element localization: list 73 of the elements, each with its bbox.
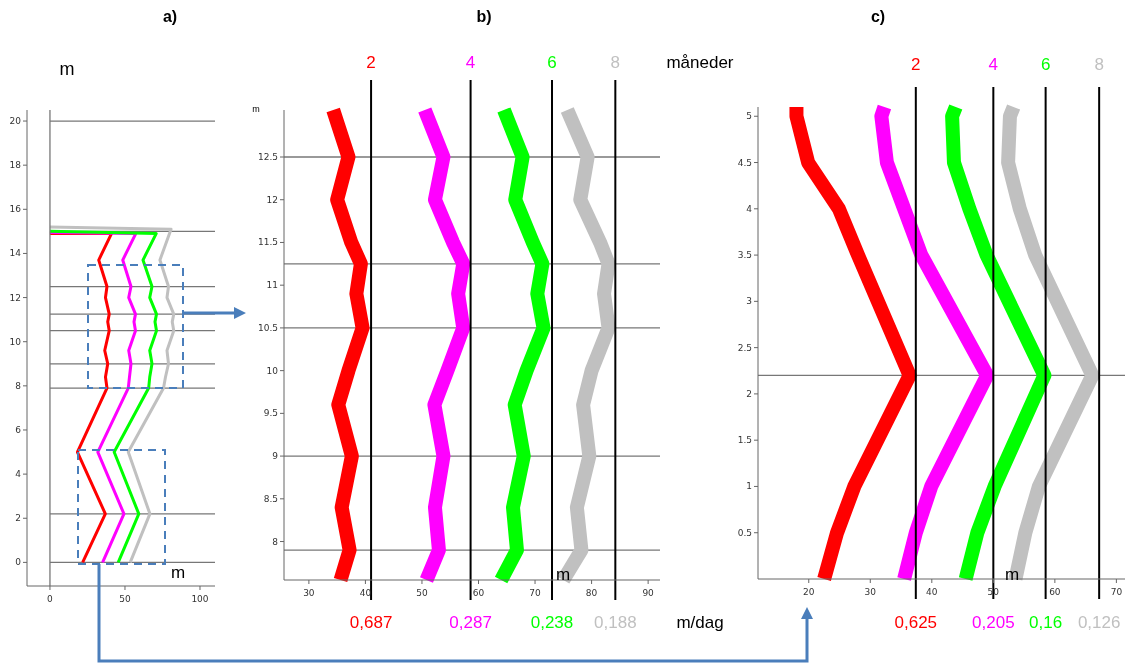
y-tick-label: 16 <box>9 204 22 215</box>
text: 0,126 <box>1077 613 1121 632</box>
y-tick-label: 8 <box>272 536 279 547</box>
text: 0,687 <box>349 613 393 632</box>
y-tick-label: 0 <box>15 557 22 568</box>
y-tick-label: 20 <box>9 116 22 127</box>
y-tick-label: 12 <box>266 194 278 205</box>
x-tick-label: 90 <box>642 588 655 598</box>
x-tick-label: 60 <box>1049 587 1061 597</box>
chart-title: a) <box>162 8 178 25</box>
text: 0,287 <box>449 613 492 632</box>
text: 0,188 <box>594 613 637 632</box>
text: måneder <box>666 53 734 72</box>
x-axis-title: m <box>555 565 571 584</box>
y-tick-label: 2 <box>746 388 752 399</box>
x-axis-title: m <box>1004 565 1020 584</box>
y-tick-label: 2.5 <box>737 342 752 353</box>
y-tick-label: 9.5 <box>263 408 278 419</box>
y-tick-label: 6 <box>15 424 22 435</box>
y-tick-label: 14 <box>9 248 22 259</box>
y-tick-label: 4.5 <box>737 157 752 168</box>
y-tick-label: 5 <box>746 111 752 122</box>
y-tick-label: 4 <box>15 469 22 480</box>
text: 8 <box>1094 55 1104 74</box>
x-tick-label: 0 <box>47 594 54 604</box>
x-tick-label: 50 <box>416 588 428 598</box>
x-tick-label: 80 <box>585 588 598 598</box>
y-tick-label: 12 <box>9 292 21 303</box>
y-tick-label: 8 <box>15 380 22 391</box>
x-tick-label: 60 <box>472 588 485 598</box>
text: 0,16 <box>1029 613 1063 632</box>
y-tick-label: 0.5 <box>737 527 752 538</box>
x-tick-label: 50 <box>119 594 131 604</box>
y-tick-label: 4 <box>746 203 753 214</box>
x-tick-label: 70 <box>529 588 542 598</box>
text: 6 <box>547 53 557 72</box>
y-tick-label: 12.5 <box>257 152 278 162</box>
text: 2 <box>366 53 376 72</box>
y-tick-label: 3 <box>746 296 752 307</box>
y-tick-label: 2 <box>15 513 21 524</box>
x-tick-label: 40 <box>926 587 938 597</box>
chart-title: c) <box>870 8 886 25</box>
text: 4 <box>988 55 999 74</box>
text: 0,625 <box>894 613 938 632</box>
text: 6 <box>1040 55 1051 74</box>
y-tick-label: 9 <box>272 451 279 462</box>
y-tick-label: 8.5 <box>263 493 278 504</box>
x-tick-label: 100 <box>191 594 209 604</box>
y-tick-label: 1 <box>746 481 752 492</box>
text: 0,238 <box>530 613 574 632</box>
y-tick-label: 11.5 <box>257 237 278 248</box>
line-series <box>48 225 176 564</box>
y-tick-label: 1.5 <box>737 435 752 446</box>
text: 0,205 <box>972 613 1015 632</box>
y-tick-label: 3.5 <box>737 250 752 261</box>
y-tick-label: 10 <box>9 336 22 347</box>
y-axis-title: m <box>59 59 75 79</box>
x-tick-label: 30 <box>864 587 877 597</box>
text: 2 <box>911 55 921 74</box>
x-axis-title: m <box>170 563 186 582</box>
x-tick-label: 30 <box>303 588 315 598</box>
line-series <box>48 229 158 564</box>
text: m/dag <box>676 613 724 632</box>
text: 4 <box>465 53 476 72</box>
y-tick-label: 10 <box>266 365 279 376</box>
y-tick-label: 18 <box>9 160 22 171</box>
y-tick-label: 11 <box>266 280 278 291</box>
x-tick-label: 20 <box>803 587 815 597</box>
x-tick-label: 70 <box>1110 587 1123 597</box>
text: 8 <box>610 53 621 72</box>
chart-title: b) <box>476 8 492 25</box>
y-tick-label: 10.5 <box>257 322 278 333</box>
y-axis-title: m <box>252 104 260 114</box>
